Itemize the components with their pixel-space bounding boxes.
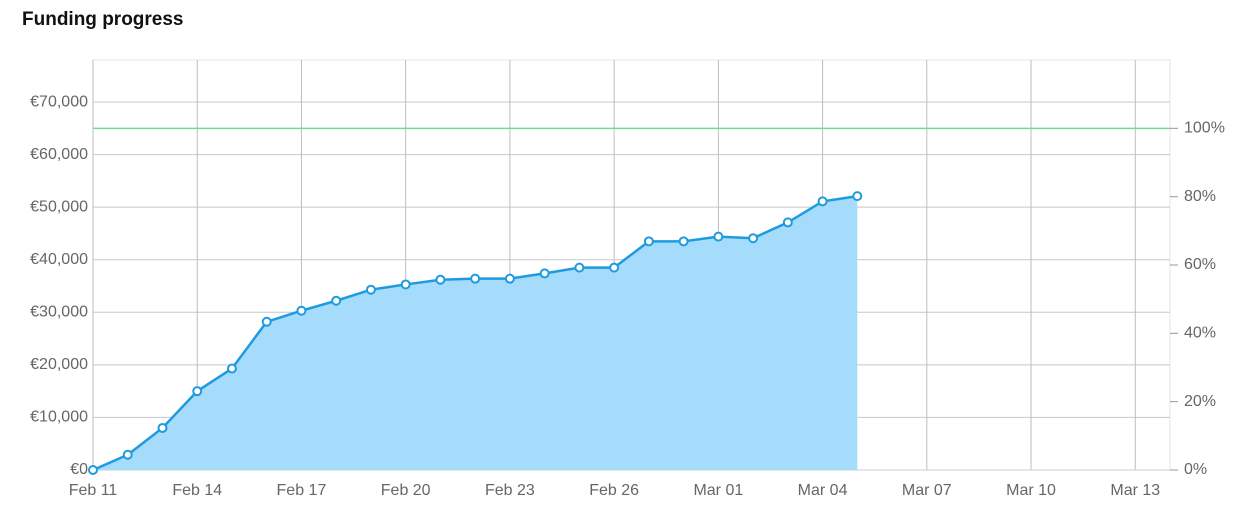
point xyxy=(852,191,863,202)
point xyxy=(226,363,237,374)
point xyxy=(88,465,98,475)
point xyxy=(609,262,620,273)
y2-tick-label: 100% xyxy=(1184,120,1225,137)
point xyxy=(435,274,446,285)
x-tick-label: Mar 13 xyxy=(1110,482,1160,499)
x-tick-label: Feb 17 xyxy=(277,482,327,499)
y-tick-label: €60,000 xyxy=(30,146,88,163)
point xyxy=(713,231,724,242)
y-tick-label: €30,000 xyxy=(30,304,88,321)
x-tick-label: Mar 07 xyxy=(902,482,952,499)
point xyxy=(539,268,550,279)
y2-tick-label: 80% xyxy=(1184,188,1216,205)
point xyxy=(296,305,307,316)
y2-tick-label: 0% xyxy=(1184,461,1207,478)
point xyxy=(331,295,342,306)
point xyxy=(817,196,828,207)
x-tick-label: Feb 14 xyxy=(172,482,222,499)
y-tick-label: €20,000 xyxy=(30,356,88,373)
y-tick-label: €40,000 xyxy=(30,251,88,268)
y2-tick-label: 40% xyxy=(1184,325,1216,342)
point xyxy=(643,236,654,247)
point xyxy=(678,236,689,247)
point xyxy=(748,233,759,244)
x-tick-label: Feb 23 xyxy=(485,482,535,499)
y2-tick-label: 20% xyxy=(1184,393,1216,410)
x-tick-label: Feb 11 xyxy=(69,482,118,499)
point xyxy=(192,386,203,397)
y-tick-label: €70,000 xyxy=(30,93,88,110)
x-tick-label: Mar 04 xyxy=(798,482,848,499)
y2-tick-label: 60% xyxy=(1184,256,1216,273)
x-tick-label: Feb 26 xyxy=(589,482,639,499)
y-tick-label: €0 xyxy=(70,461,88,478)
point xyxy=(782,217,793,228)
y-tick-label: €50,000 xyxy=(30,198,88,215)
point xyxy=(157,422,168,433)
point xyxy=(261,316,272,327)
x-tick-label: Feb 20 xyxy=(381,482,431,499)
point xyxy=(400,279,411,290)
point xyxy=(365,284,376,295)
chart-title: Funding progress xyxy=(22,9,184,30)
point xyxy=(470,273,481,284)
point xyxy=(504,273,515,284)
point xyxy=(574,262,585,273)
x-tick-label: Mar 10 xyxy=(1006,482,1056,499)
area xyxy=(93,196,858,470)
y-tick-label: €10,000 xyxy=(30,409,88,426)
x-tick-label: Mar 01 xyxy=(693,482,743,499)
point xyxy=(122,449,133,460)
